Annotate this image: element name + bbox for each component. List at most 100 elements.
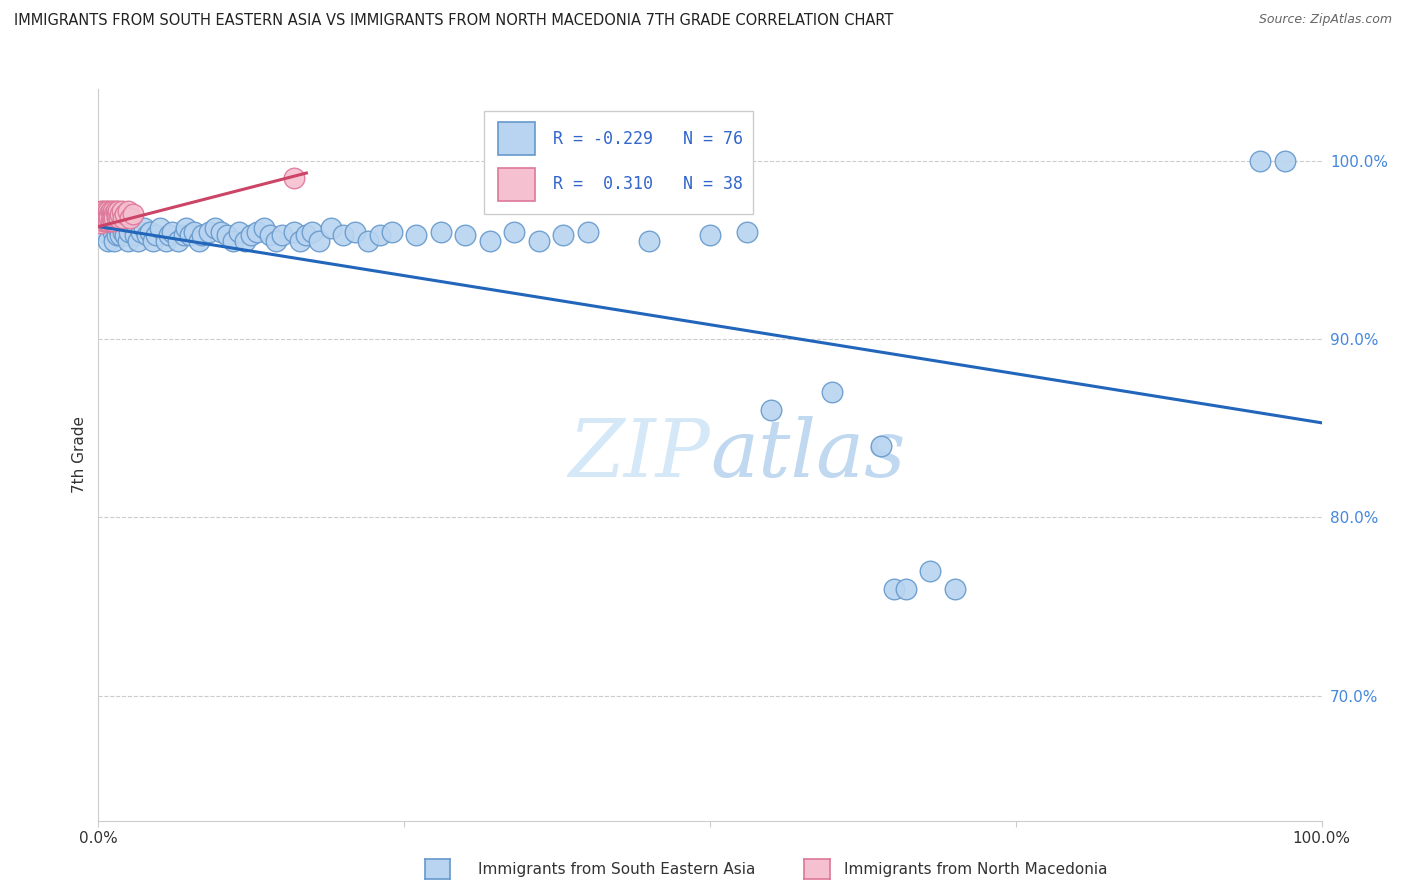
Point <box>142 234 165 248</box>
Text: R =  0.310   N = 38: R = 0.310 N = 38 <box>554 176 744 194</box>
Point <box>527 234 550 248</box>
Point <box>114 207 136 221</box>
Point <box>101 211 124 225</box>
Point <box>209 225 232 239</box>
Point <box>101 214 124 228</box>
Point <box>430 225 453 239</box>
Point <box>191 228 214 243</box>
Point <box>943 582 966 596</box>
Point <box>105 207 128 221</box>
Point <box>103 211 125 225</box>
Point <box>332 228 354 243</box>
Point <box>117 234 139 248</box>
Point <box>157 228 180 243</box>
Point <box>553 228 575 243</box>
Point <box>1249 153 1271 168</box>
Point <box>290 234 312 248</box>
Point <box>91 211 114 225</box>
Text: ZIP: ZIP <box>568 417 710 493</box>
FancyBboxPatch shape <box>484 112 752 213</box>
Point <box>240 228 263 243</box>
Point <box>308 234 330 248</box>
Point <box>111 211 134 225</box>
Point <box>97 234 120 248</box>
Point <box>283 225 305 239</box>
Point <box>129 225 152 239</box>
Point <box>173 228 195 243</box>
Point <box>91 203 114 218</box>
Point <box>870 439 893 453</box>
Point <box>105 228 128 243</box>
FancyBboxPatch shape <box>498 122 536 155</box>
Point <box>90 203 112 218</box>
Point <box>920 564 942 578</box>
Text: Immigrants from South Eastern Asia: Immigrants from South Eastern Asia <box>478 863 755 877</box>
Point <box>233 234 256 248</box>
Point <box>204 221 226 235</box>
Point <box>301 225 323 239</box>
Point <box>118 225 141 239</box>
Point <box>124 228 146 243</box>
Point <box>368 228 391 243</box>
Point <box>96 207 118 221</box>
Point <box>97 203 120 218</box>
Point <box>111 225 134 239</box>
Text: atlas: atlas <box>710 417 905 493</box>
Point <box>259 228 281 243</box>
Point <box>145 228 167 243</box>
Point <box>1274 153 1296 168</box>
Point <box>638 234 661 248</box>
Point <box>252 221 274 235</box>
FancyBboxPatch shape <box>498 168 536 201</box>
Point <box>94 203 117 218</box>
Point <box>110 228 132 243</box>
Point <box>883 582 905 596</box>
Point <box>103 207 125 221</box>
Point <box>454 228 477 243</box>
Point <box>103 234 125 248</box>
Point <box>111 203 134 218</box>
Point <box>176 221 198 235</box>
Point <box>117 203 139 218</box>
Point <box>215 228 238 243</box>
Text: R = -0.229   N = 76: R = -0.229 N = 76 <box>554 130 744 148</box>
Point <box>187 234 209 248</box>
Point <box>894 582 917 596</box>
Point <box>264 234 287 248</box>
Point <box>100 203 122 218</box>
Point <box>197 225 219 239</box>
Point <box>503 225 526 239</box>
Point <box>132 221 155 235</box>
Point <box>98 211 121 225</box>
Point <box>270 228 294 243</box>
Text: IMMIGRANTS FROM SOUTH EASTERN ASIA VS IMMIGRANTS FROM NORTH MACEDONIA 7TH GRADE : IMMIGRANTS FROM SOUTH EASTERN ASIA VS IM… <box>14 13 893 29</box>
Point <box>108 211 131 225</box>
Point <box>96 211 118 225</box>
Text: Source: ZipAtlas.com: Source: ZipAtlas.com <box>1258 13 1392 27</box>
Point <box>94 214 117 228</box>
Point <box>91 207 114 221</box>
Point <box>160 225 183 239</box>
Point <box>127 234 149 248</box>
Point <box>139 225 162 239</box>
Point <box>104 203 127 218</box>
Point <box>283 171 305 186</box>
Point <box>110 207 132 221</box>
Point <box>93 225 115 239</box>
Point <box>136 228 159 243</box>
Point <box>120 216 142 230</box>
Point <box>101 203 124 218</box>
Point <box>381 225 404 239</box>
Text: Immigrants from North Macedonia: Immigrants from North Macedonia <box>844 863 1107 877</box>
Point <box>344 225 367 239</box>
Point <box>155 234 177 248</box>
Point <box>222 234 245 248</box>
Point <box>478 234 501 248</box>
Point <box>295 228 318 243</box>
Point <box>120 211 142 225</box>
Point <box>90 216 112 230</box>
Point <box>105 211 128 225</box>
Point <box>100 214 122 228</box>
Point <box>356 234 378 248</box>
Point <box>107 203 129 218</box>
